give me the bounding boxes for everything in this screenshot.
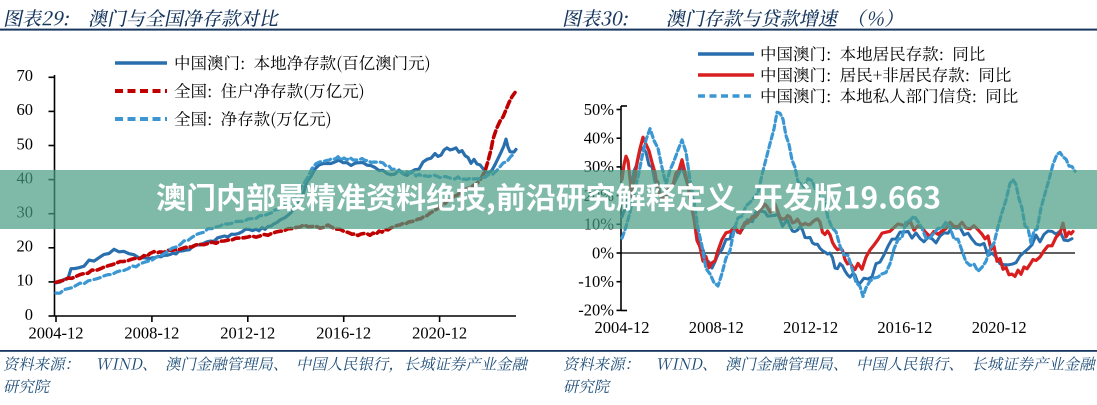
svg-text:2004-12: 2004-12 [29, 324, 84, 343]
svg-text:50: 50 [17, 134, 34, 153]
svg-text:2016-12: 2016-12 [877, 318, 932, 337]
svg-text:2020-12: 2020-12 [972, 318, 1027, 337]
svg-text:-20%: -20% [578, 301, 614, 320]
svg-text:0%: 0% [592, 243, 614, 262]
svg-text:60: 60 [17, 100, 34, 119]
svg-text:2012-12: 2012-12 [783, 318, 838, 337]
svg-text:2020-12: 2020-12 [412, 324, 467, 343]
svg-text:2008-12: 2008-12 [689, 318, 744, 337]
svg-text:-10%: -10% [578, 272, 614, 291]
svg-text:2004-12: 2004-12 [595, 318, 650, 337]
svg-text:10: 10 [17, 271, 34, 290]
svg-text:0: 0 [25, 305, 33, 324]
svg-text:50%: 50% [584, 100, 615, 119]
svg-text:2008-12: 2008-12 [124, 324, 179, 343]
svg-text:20: 20 [17, 237, 34, 256]
svg-text:2012-12: 2012-12 [220, 324, 275, 343]
svg-text:70: 70 [17, 66, 34, 85]
svg-text:2016-12: 2016-12 [316, 324, 371, 343]
svg-text:40%: 40% [584, 129, 615, 148]
